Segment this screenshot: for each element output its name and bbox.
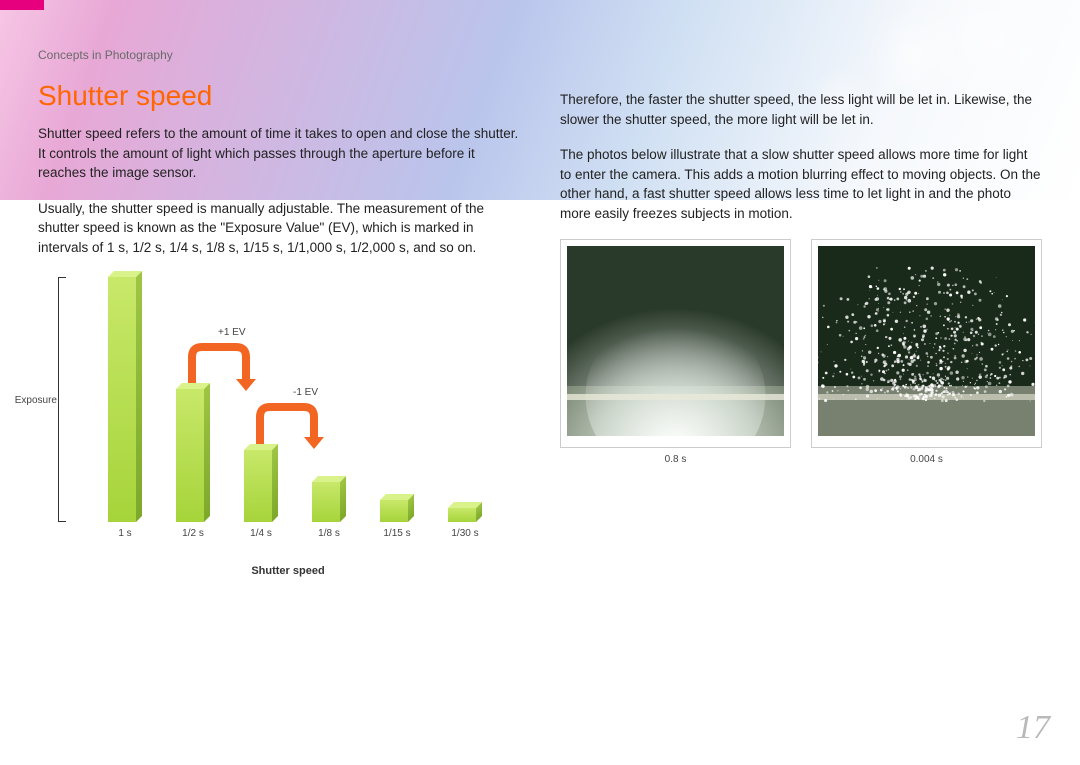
photo-frame (560, 239, 791, 448)
chart-bar: 1 s (108, 277, 142, 522)
chart-bar-label: 1/15 s (383, 528, 410, 539)
top-accent-bar (0, 0, 44, 10)
right-column: Therefore, the faster the shutter speed,… (560, 80, 1042, 577)
chart-bar-label: 1 s (118, 528, 131, 539)
page-number: 17 (1016, 709, 1050, 747)
chart-bar: 1/15 s (380, 500, 414, 522)
chart-bar-label: 1/4 s (250, 528, 272, 539)
chart-bars: 1 s 1/2 s 1/4 s 1/8 s 1/15 s 1/30 s (108, 277, 508, 522)
left-column: Shutter speed Shutter speed refers to th… (38, 80, 520, 577)
chart-caption: Shutter speed (251, 565, 324, 577)
right-paragraph-1: Therefore, the faster the shutter speed,… (560, 90, 1042, 129)
chart-bar: 1/2 s (176, 389, 210, 522)
intro-paragraph-2: Usually, the shutter speed is manually a… (38, 199, 520, 258)
slow-shutter-photo (567, 246, 784, 436)
breadcrumb: Concepts in Photography (38, 48, 173, 62)
shutter-speed-chart: Exposure +1 EV -1 EV 1 s1/2 s1/4 s1/8 s1… (68, 277, 508, 577)
photo-caption-slow: 0.8 s (560, 454, 791, 465)
photo-frame (811, 239, 1042, 448)
exposure-axis-label: Exposure (15, 395, 57, 406)
photo-caption-fast: 0.004 s (811, 454, 1042, 465)
right-paragraph-2: The photos below illustrate that a slow … (560, 145, 1042, 223)
chart-bar: 1/30 s (448, 508, 482, 522)
intro-paragraph-1: Shutter speed refers to the amount of ti… (38, 124, 520, 183)
photo-card-slow: 0.8 s (560, 239, 791, 465)
chart-bar: 1/4 s (244, 450, 278, 522)
exposure-bracket (58, 277, 66, 522)
page-title: Shutter speed (38, 80, 520, 112)
chart-bar-label: 1/8 s (318, 528, 340, 539)
fast-shutter-photo (818, 246, 1035, 436)
chart-bar-label: 1/30 s (451, 528, 478, 539)
photo-card-fast: 0.004 s (811, 239, 1042, 465)
example-photos: 0.8 s 0.004 s (560, 239, 1042, 465)
chart-bar: 1/8 s (312, 482, 346, 522)
chart-bar-label: 1/2 s (182, 528, 204, 539)
page-content: Shutter speed Shutter speed refers to th… (38, 80, 1042, 577)
